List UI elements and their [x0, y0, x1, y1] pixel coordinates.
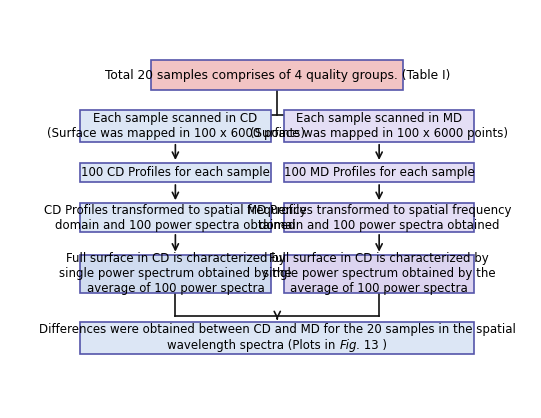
Text: CD Profiles transformed to spatial frequency
domain and 100 power spectra obtain: CD Profiles transformed to spatial frequ… — [44, 204, 307, 232]
Text: Each sample scanned in MD
(Surface was mapped in 100 x 6000 points): Each sample scanned in MD (Surface was m… — [250, 112, 508, 140]
FancyBboxPatch shape — [151, 60, 403, 90]
FancyBboxPatch shape — [80, 255, 271, 293]
Text: Total 20 samples comprises of 4 quality groups. (Table I): Total 20 samples comprises of 4 quality … — [104, 69, 450, 82]
Text: Full surface in CD is characterized by
single power spectrum obtained by the
ave: Full surface in CD is characterized by s… — [60, 252, 292, 296]
FancyBboxPatch shape — [283, 255, 474, 293]
Text: Fig.: Fig. — [339, 339, 360, 352]
Text: 13 ): 13 ) — [360, 339, 387, 352]
FancyBboxPatch shape — [283, 163, 474, 182]
FancyBboxPatch shape — [80, 203, 271, 232]
FancyBboxPatch shape — [80, 163, 271, 182]
Text: Each sample scanned in CD
(Surface was mapped in 100 x 6000 points): Each sample scanned in CD (Surface was m… — [47, 112, 305, 140]
FancyBboxPatch shape — [80, 110, 271, 142]
FancyBboxPatch shape — [283, 203, 474, 232]
Text: MD Profiles transformed to spatial frequency
domain and 100 power spectra obtain: MD Profiles transformed to spatial frequ… — [247, 204, 511, 232]
FancyBboxPatch shape — [80, 322, 474, 354]
Text: 100 CD Profiles for each sample: 100 CD Profiles for each sample — [81, 166, 270, 179]
Text: 100 MD Profiles for each sample: 100 MD Profiles for each sample — [283, 166, 474, 179]
Text: wavelength spectra (Plots in: wavelength spectra (Plots in — [167, 339, 339, 352]
Text: Differences were obtained between CD and MD for the 20 samples in the spatial: Differences were obtained between CD and… — [39, 323, 516, 336]
FancyBboxPatch shape — [283, 110, 474, 142]
Text: Full surface in CD is characterized by
single power spectrum obtained by the
ave: Full surface in CD is characterized by s… — [262, 252, 495, 296]
